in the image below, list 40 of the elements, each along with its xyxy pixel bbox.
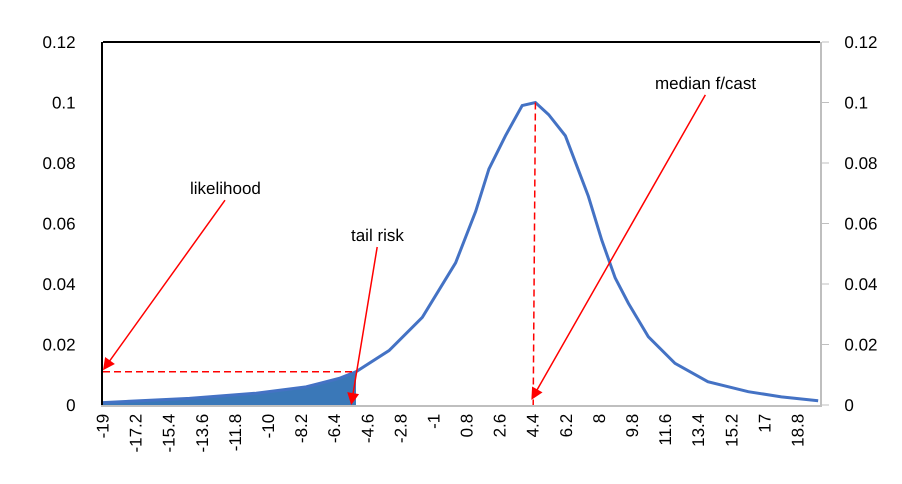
x-tick-label: -15.4 [160,414,179,453]
x-tick-label: 11.6 [656,414,676,446]
x-tick-label: -11.8 [226,414,245,452]
x-tick-label: 13.4 [689,414,708,447]
x-tick-label: 17 [755,414,774,433]
x-tick-label: -10 [258,414,278,438]
y2-tick-label: 0.08 [844,154,878,173]
y2-tick-label: 0.06 [844,214,878,234]
y-tick-label: 0.02 [42,335,76,354]
x-tick-label: -4.6 [358,414,378,444]
y2-tick-label: 0 [844,396,854,415]
x-tick-label: 18.8 [788,414,808,447]
x-tick-label: 2.6 [490,414,510,438]
x-tick-label: 9.8 [623,414,642,438]
x-tick-label: -8.2 [292,414,312,444]
x-tick-label: 4.4 [524,414,543,438]
x-tick-label: -1 [424,414,444,429]
x-tick-label: -6.4 [325,414,344,444]
x-tick-label: 0.8 [458,414,477,438]
annotation: median f/cast [655,74,756,93]
y-tick-label: 0.12 [42,32,76,52]
y-tick-label: 0 [66,396,76,415]
annotation: likelihood [190,179,261,198]
y-tick-label: 0.08 [42,154,76,173]
y-tick-label: 0.04 [42,274,76,294]
x-tick-label: -2.8 [391,414,410,444]
x-tick-label: 8 [590,414,609,424]
x-tick-label: -13.6 [192,414,212,453]
y2-tick-label: 0.1 [844,93,868,112]
y-tick-label: 0.1 [52,93,76,112]
annotation: tail risk [351,226,404,245]
y2-tick-label: 0.04 [844,274,878,294]
y2-tick-label: 0.12 [844,32,878,52]
x-tick-label: -17.2 [126,414,146,453]
y2-tick-label: 0.02 [844,335,878,354]
x-tick-label: -19 [94,414,113,438]
y-tick-label: 0.06 [42,214,76,234]
line-series [103,101,820,404]
x-tick-label: 15.2 [722,414,742,447]
x-tick-label: 6.2 [556,414,576,438]
